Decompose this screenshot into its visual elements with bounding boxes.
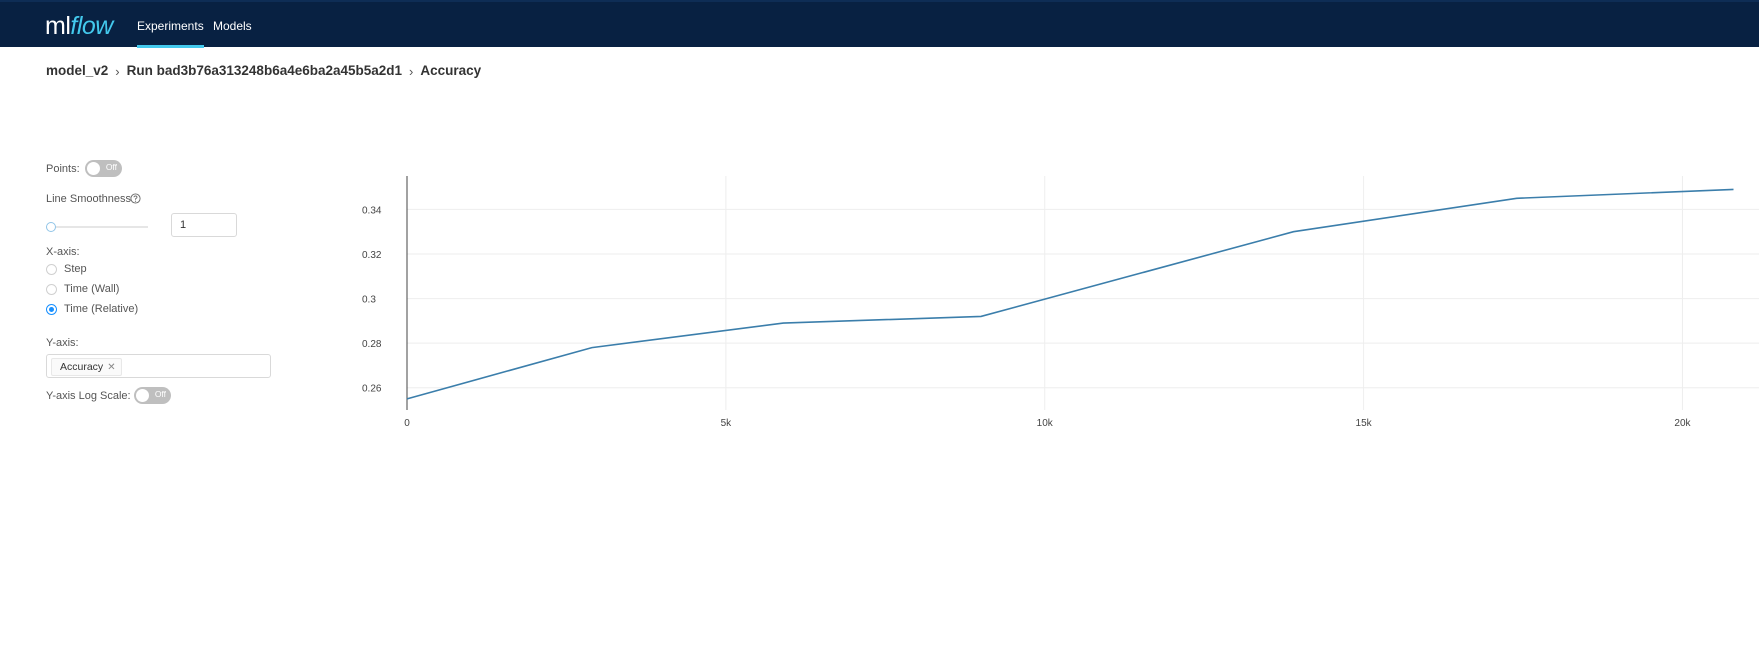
breadcrumb-run[interactable]: Run bad3b76a313248b6a4e6ba2a45b5a2d1 (126, 63, 403, 78)
yaxis-select[interactable]: Accuracy ✕ (46, 354, 271, 378)
series-line-accuracy (406, 188, 1734, 400)
logscale-toggle[interactable]: Off (134, 387, 171, 404)
x-tick-label: 15k (1356, 418, 1373, 429)
chevron-right-icon: › (409, 64, 414, 79)
y-tick-label: 0.34 (362, 205, 382, 216)
breadcrumb: model_v2 › Run bad3b76a313248b6a4e6ba2a4… (46, 63, 482, 79)
close-icon[interactable]: ✕ (107, 362, 116, 373)
logscale-label: Y-axis Log Scale: (46, 390, 131, 402)
xaxis-option-wall[interactable]: Time (Wall) (64, 283, 120, 295)
y-tick-label: 0.28 (362, 339, 382, 350)
top-navbar: mlflow Experiments Models (0, 0, 1759, 48)
x-tick-label: 5k (721, 418, 733, 429)
points-label: Points: (46, 163, 80, 175)
y-tick-label: 0.3 (362, 295, 376, 306)
mlflow-logo[interactable]: mlflow (45, 12, 113, 41)
y-tick-label: 0.26 (362, 384, 382, 395)
smoothness-slider-track[interactable] (46, 226, 148, 228)
tab-experiments[interactable]: Experiments (137, 19, 204, 48)
toggle-knob (136, 389, 149, 402)
xaxis-option-step[interactable]: Step (64, 263, 87, 275)
logo-ml: ml (45, 12, 71, 40)
breadcrumb-metric: Accuracy (420, 63, 482, 78)
breadcrumb-experiment[interactable]: model_v2 (46, 63, 109, 78)
smoothness-slider-handle[interactable] (46, 222, 56, 232)
logo-flow: flow (70, 12, 113, 40)
yaxis-label: Y-axis: (46, 337, 79, 349)
x-tick-label: 20k (1674, 418, 1691, 429)
question-circle-icon[interactable] (130, 193, 141, 204)
smoothness-input[interactable] (171, 213, 237, 237)
toggle-knob (87, 162, 100, 175)
points-toggle-label: Off (105, 162, 117, 172)
yaxis-tag-label: Accuracy (60, 361, 104, 373)
xaxis-radio-relative[interactable] (46, 304, 57, 315)
xaxis-radio-wall[interactable] (46, 284, 57, 295)
y-tick-label: 0.32 (362, 250, 382, 261)
xaxis-radio-step[interactable] (46, 264, 57, 275)
xaxis-option-relative[interactable]: Time (Relative) (64, 303, 139, 315)
yaxis-tag: Accuracy ✕ (51, 358, 122, 376)
xaxis-label: X-axis: (46, 246, 80, 258)
chevron-right-icon: › (115, 64, 120, 79)
x-tick-label: 0 (404, 418, 410, 429)
x-tick-label: 10k (1037, 418, 1054, 429)
logscale-toggle-label: Off (154, 389, 166, 399)
smoothness-label: Line Smoothness (46, 193, 131, 205)
tab-models[interactable]: Models (213, 19, 252, 33)
points-toggle[interactable]: Off (85, 160, 122, 177)
